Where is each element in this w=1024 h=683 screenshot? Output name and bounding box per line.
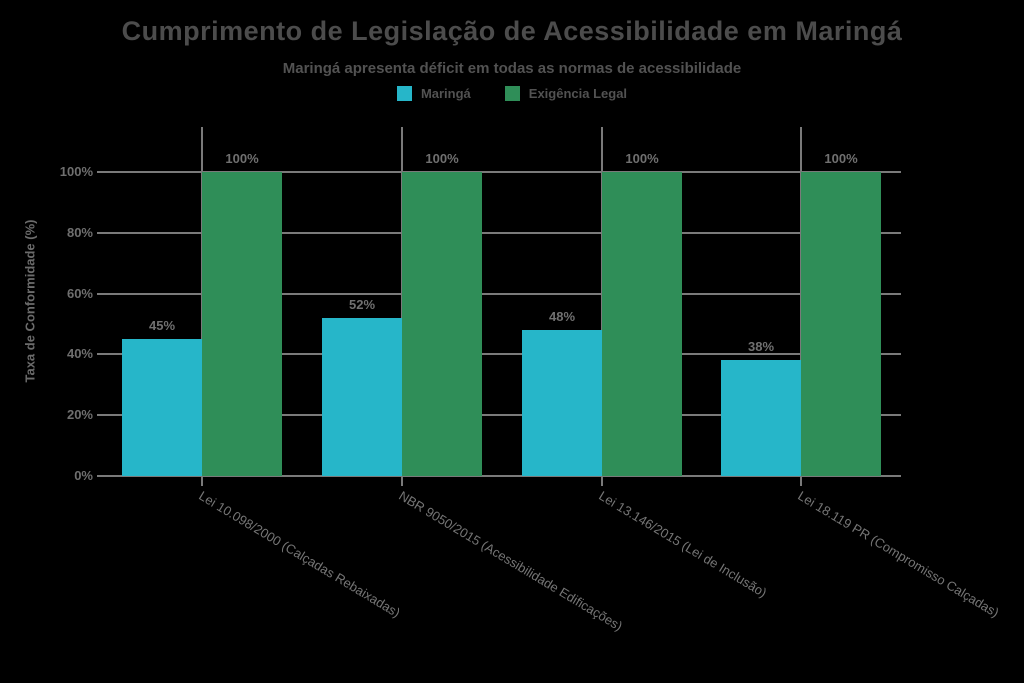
x-tick-label: NBR 9050/2015 (Acessibilidade Edificaçõe… [396, 488, 626, 634]
bar-value-label: 100% [225, 151, 259, 166]
y-tick-label: 20% [66, 407, 93, 423]
legend-label: Exigência Legal [528, 86, 628, 101]
bar-exig-ncia-legal-0 [202, 172, 282, 476]
bar-value-label: 52% [348, 297, 376, 312]
gridline-horizontal [97, 231, 901, 234]
chart-legend: Maringá Exigência Legal [0, 86, 1024, 101]
gridline-horizontal [97, 171, 901, 173]
legend-swatch-icon [396, 86, 412, 101]
bar-maring--0 [122, 339, 202, 476]
bar-exig-ncia-legal-2 [602, 172, 682, 476]
bar-exig-ncia-legal-3 [801, 172, 881, 476]
gridline-horizontal [97, 292, 901, 295]
bar-maring--3 [721, 360, 801, 476]
y-tick-label: 0% [74, 468, 93, 483]
x-tick-label: Lei 13.146/2015 (Lei de Inclusão) [596, 488, 770, 601]
bar-value-label: 45% [148, 318, 176, 333]
y-tick-label: 60% [66, 285, 93, 301]
x-tick-label: Lei 10.098/2000 (Calçadas Rebaixadas) [196, 488, 403, 621]
legend-label: Maringá [420, 86, 471, 101]
legend-item-0: Maringá [396, 86, 471, 101]
chart-subtitle: Maringá apresenta déficit em todas as no… [282, 60, 742, 77]
gridline-horizontal [97, 353, 901, 356]
bar-value-label: 100% [625, 151, 659, 166]
y-tick-label: 100% [59, 164, 93, 179]
bar-value-label: 38% [747, 339, 775, 354]
bar-maring--1 [322, 318, 402, 476]
gridline-horizontal [97, 414, 901, 417]
bar-maring--2 [522, 330, 602, 476]
chart-title: Cumprimento de Legislação de Acessibilid… [121, 16, 903, 46]
legend-swatch-icon [504, 86, 520, 101]
bar-exig-ncia-legal-1 [402, 172, 482, 476]
bar-value-label: 48% [548, 309, 576, 324]
y-tick-label: 40% [66, 346, 93, 362]
bar-value-label: 100% [824, 151, 858, 166]
bar-value-label: 100% [425, 151, 459, 166]
legend-item-1: Exigência Legal [504, 86, 628, 101]
y-tick-label: 80% [66, 224, 93, 240]
x-tick-label: Lei 18.119 PR (Compromisso Calçadas) [795, 488, 1002, 621]
gridline-horizontal [97, 475, 901, 477]
